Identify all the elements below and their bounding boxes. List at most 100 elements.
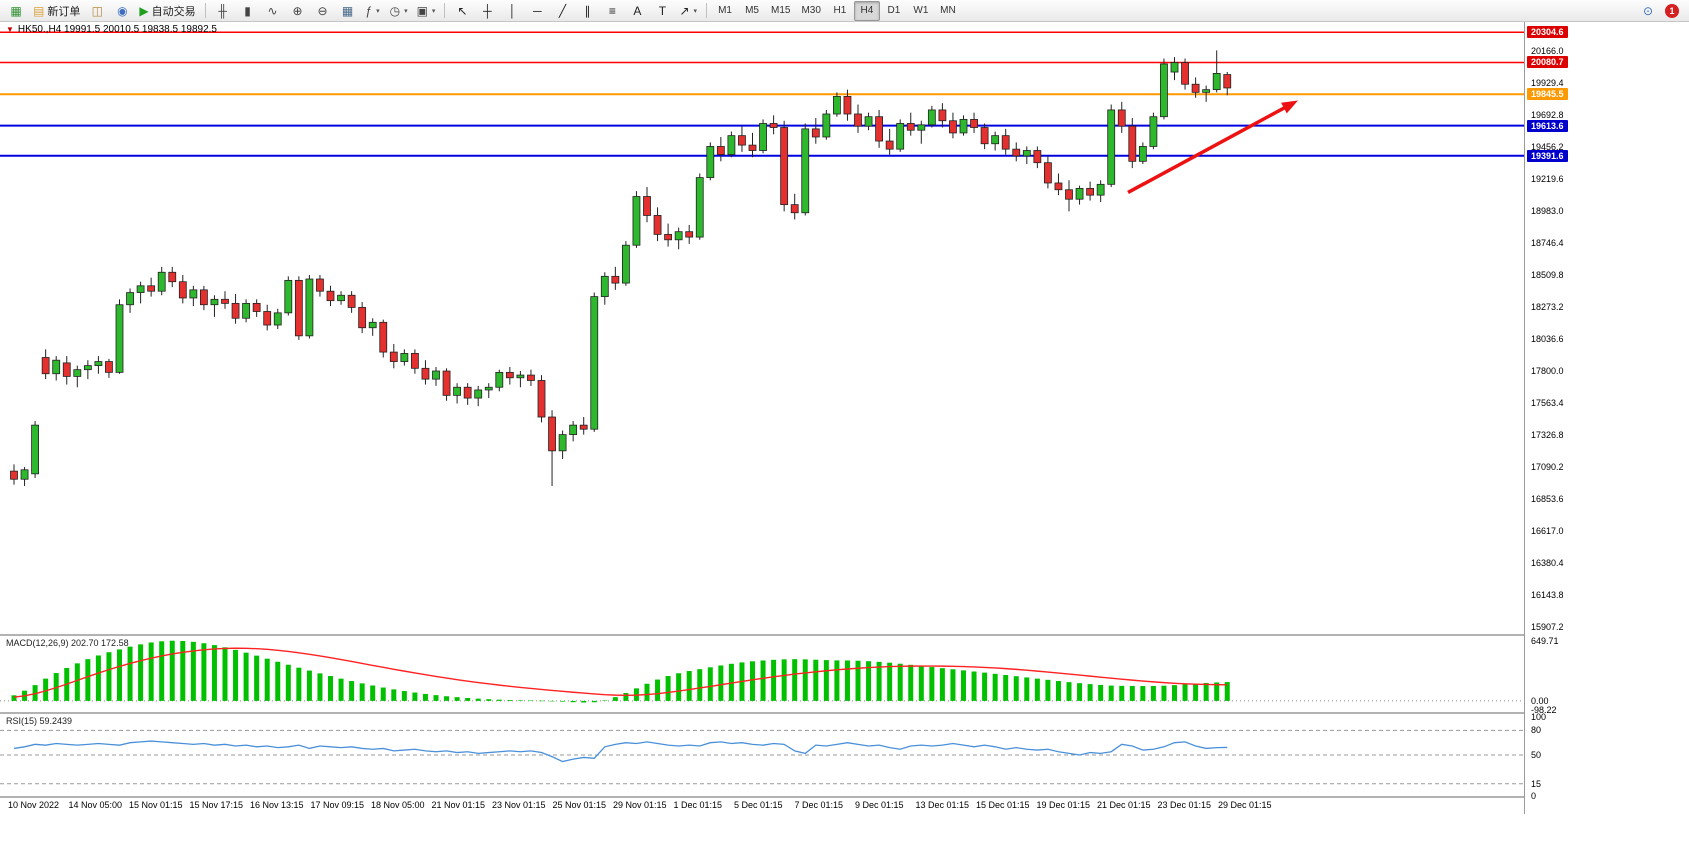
macd-histogram-bar [866,661,872,701]
candle-up [1022,150,1031,157]
rsi-chart-svg[interactable] [0,714,1524,796]
rsi-panel[interactable]: RSI(15) 59.2439 [0,714,1524,796]
chart-profiles-button[interactable]: ◫ [85,1,109,21]
timeframe-m5-button[interactable]: M5 [745,5,759,16]
zoom-out-button[interactable]: ⊖ [311,1,335,21]
rsi-axis-label: 100 [1531,712,1547,722]
candle-up [189,289,198,299]
search-button[interactable]: ⊙ [1636,1,1660,21]
trend-arrow-head[interactable] [1281,100,1298,114]
horizontal-line-button[interactable]: ─ [525,1,549,21]
panel-divider[interactable] [0,712,1689,714]
macd-histogram-bar [211,645,217,701]
macd-histogram-bar [961,670,966,701]
macd-histogram-bar [222,647,228,701]
text-button[interactable]: A [625,1,649,21]
periods-button[interactable]: ◷ ▾ [386,1,412,21]
time-axis-label: 25 Nov 01:15 [552,800,607,810]
price-chart-svg[interactable] [0,22,1524,634]
price-axis[interactable]: 20166.0 19929.4 19692.8 19456.2 19219.6 18983… [1524,22,1689,814]
timeframe-m15-button[interactable]: M15 [771,5,791,16]
timeframe-d1-button[interactable]: D1 [887,5,901,16]
timeframe-m1-button[interactable]: M1 [718,5,732,16]
auto-trading-button[interactable]: ▶ 自动交易 [135,1,199,21]
candle-up [273,312,282,326]
candle-down [294,279,303,337]
trend-arrow[interactable] [1127,103,1291,194]
horizontal-line-icon: ─ [533,3,542,18]
macd-histogram-bar [918,665,924,701]
panel-divider[interactable] [0,634,1689,636]
new-chart-button[interactable]: ▦ [4,1,28,21]
fibonacci-retracement-button[interactable]: ≡ [600,1,624,21]
macd-histogram-bar [465,698,471,701]
macd-chart-svg[interactable] [0,636,1524,712]
timeframe-mn-button[interactable]: MN [940,5,956,16]
candle-up [400,353,409,362]
candle-up [959,119,968,134]
equidistant-channel-button[interactable]: ∥ [575,1,599,21]
bar-chart-button[interactable]: ╫ [211,1,235,21]
price-badge: 20304.6 [1527,26,1568,39]
tile-windows-button[interactable]: ▦ [336,1,360,21]
chevron-down-icon: ▾ [431,7,436,15]
candle-up [896,123,905,150]
timeframe-h4-button[interactable]: H4 [853,0,880,21]
chart-window[interactable]: ▼ HK50.,H4 19991.5 20010.5 19838.5 19892… [0,22,1689,861]
candle-down [1223,74,1232,89]
price-axis-label: 15907.2 [1531,622,1564,633]
price-axis-label: 19692.8 [1531,109,1564,120]
candle-down [1033,150,1042,164]
timeframe-m30-button[interactable]: M30 [801,5,821,16]
text-label-button[interactable]: T [650,1,674,21]
price-axis-label: 18509.8 [1531,269,1564,280]
candle-down [1054,182,1063,191]
candle-down [548,416,556,452]
time-axis-label: 19 Dec 01:15 [1036,800,1091,810]
crosshair-icon: ┼ [483,3,492,18]
candle-up [136,285,145,293]
candle-up [284,279,293,314]
macd-histogram-bar [876,661,882,701]
zoom-in-button[interactable]: ⊕ [286,1,310,21]
vertical-line-button[interactable]: │ [500,1,524,21]
macd-histogram-bar [401,691,407,701]
macd-histogram-bar [1129,685,1135,701]
templates-button[interactable]: ▣ ▾ [413,1,440,21]
time-axis-label: 14 Nov 05:00 [68,800,123,810]
trendline-button[interactable]: ╱ [550,1,574,21]
timeframe-w1-button[interactable]: W1 [913,5,929,16]
candle-down [811,128,820,138]
new-order-button[interactable]: ▤ 新订单 [29,1,84,21]
time-axis[interactable]: 10 Nov 2022 14 Nov 05:00 15 Nov 01:15 15 No… [0,798,1524,814]
macd-axis-label: 649.71 [1531,635,1559,646]
candle-up [759,123,767,151]
candle-up [516,374,525,379]
candle-up [801,128,810,214]
time-axis-label: 15 Nov 17:15 [189,800,244,810]
candle-down [347,294,356,308]
candle-up [1160,63,1168,118]
macd-histogram-bar [581,700,587,703]
macd-histogram-bar [665,676,671,701]
candlestick-chart-button[interactable]: ▮ [236,1,260,21]
candle-up [210,298,219,306]
time-axis-label: 18 Nov 05:00 [371,800,425,810]
candle-up [632,196,641,246]
line-chart-button[interactable]: ∿ [261,1,285,21]
macd-axis-label: 0.00 [1531,695,1549,706]
macd-histogram-bar [359,683,365,701]
candle-up [1149,116,1158,147]
indicators-button[interactable]: ƒ ▾ [361,1,385,21]
macd-panel[interactable]: MACD(12,26,9) 202.70 172.58 [0,636,1524,712]
cursor-button[interactable]: ↖ [450,1,474,21]
candle-down [1086,187,1094,196]
crosshair-button[interactable]: ┼ [475,1,499,21]
macd-histogram-bar [602,700,608,701]
price-panel[interactable]: ▼ HK50.,H4 19991.5 20010.5 19838.5 19892… [0,22,1524,634]
arrow-objects-button[interactable]: ↗ ▾ [675,1,701,21]
timeframe-h1-button[interactable]: H1 [833,5,847,16]
data-window-button[interactable]: ◉ [110,1,134,21]
candle-down [221,298,229,304]
notifications-badge[interactable]: 1 [1665,3,1679,18]
